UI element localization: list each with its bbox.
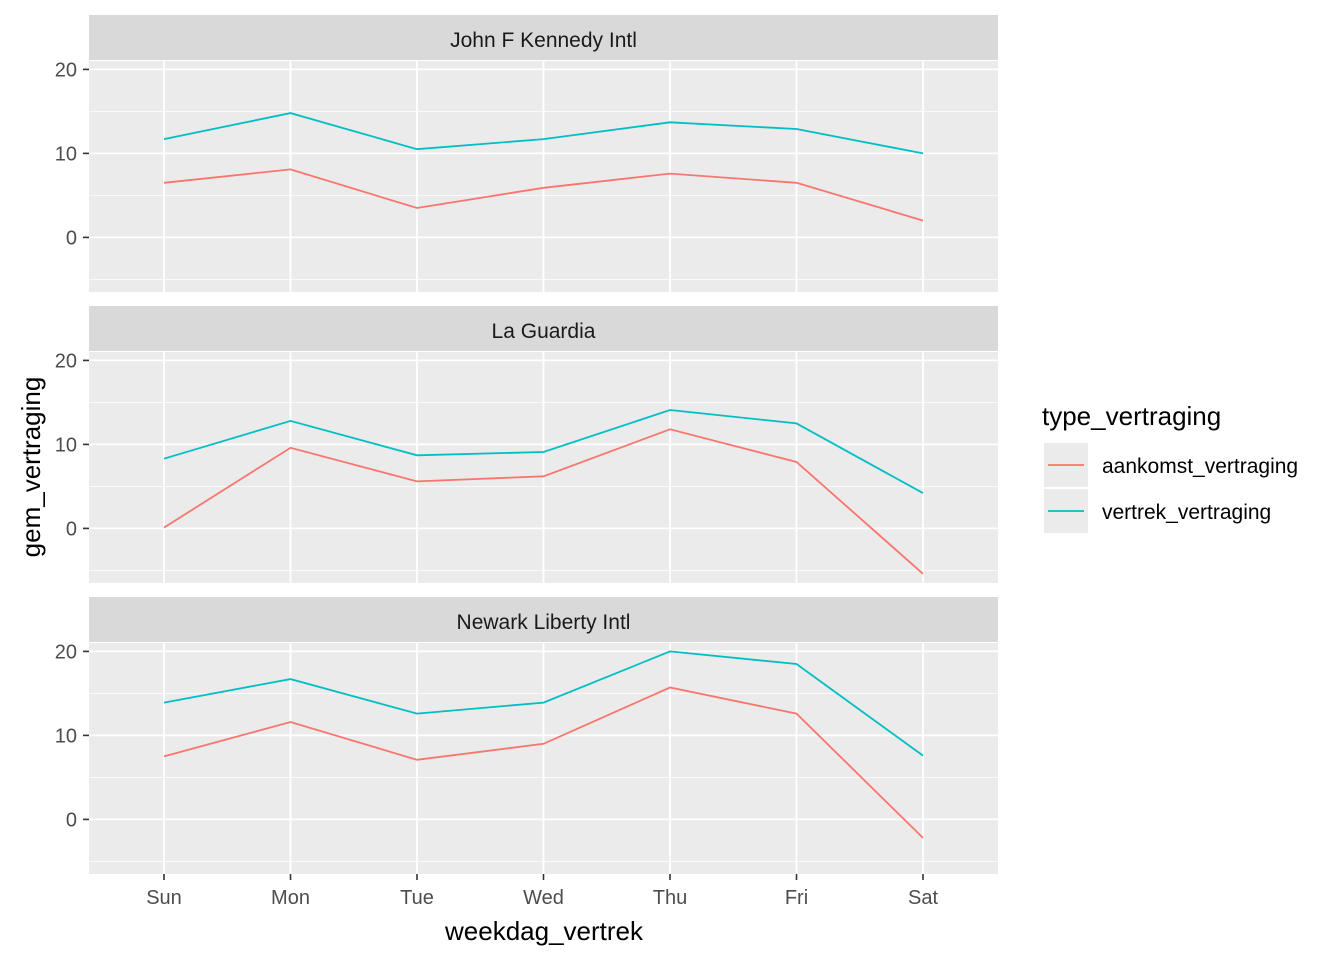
x-tick-label: Wed <box>523 887 564 909</box>
y-tick-label: 20 <box>55 59 77 81</box>
facet-strip <box>89 597 998 642</box>
facet-panel: John F Kennedy Intl 0 10 20 <box>55 15 998 292</box>
series-line-aankomst_vertraging <box>163 168 924 222</box>
facet-strip <box>89 15 998 60</box>
facet-strip <box>89 306 998 351</box>
y-tick-label: 10 <box>55 143 77 165</box>
legend-label-vertrek: vertrek_vertraging <box>1102 501 1271 524</box>
y-tick-label: 10 <box>55 434 77 456</box>
facet-panel: Newark Liberty Intl 0 10 20 <box>55 597 998 874</box>
y-axis-title: gem_vertraging <box>16 377 46 558</box>
y-tick-label: 0 <box>66 227 77 249</box>
x-tick-label: Sun <box>146 887 182 909</box>
legend-title: type_vertraging <box>1042 401 1221 431</box>
facet-strip-label: John F Kennedy Intl <box>450 29 637 52</box>
legend-label-aankomst: aankomst_vertraging <box>1102 455 1298 478</box>
x-tick-label: Tue <box>400 887 434 909</box>
legend: type_vertraging aankomst_vertraging vert… <box>1042 401 1298 533</box>
series-line-vertrek_vertraging <box>163 409 924 494</box>
y-tick-label: 10 <box>55 725 77 747</box>
series-line-aankomst_vertraging <box>163 686 924 839</box>
x-tick-label: Thu <box>653 887 687 909</box>
x-tick-label: Fri <box>785 887 808 909</box>
x-axis: Sun Mon Tue Wed Thu Fri Sat <box>146 874 938 909</box>
x-axis-title: weekdag_vertrek <box>444 916 644 946</box>
series-line-vertrek_vertraging <box>163 650 924 757</box>
y-tick-label: 20 <box>55 350 77 372</box>
y-tick-label: 0 <box>66 809 77 831</box>
facet-panel: La Guardia 0 10 20 <box>55 306 998 583</box>
series-line-aankomst_vertraging <box>163 428 924 575</box>
x-tick-label: Sat <box>908 887 938 909</box>
facet-strip-label: Newark Liberty Intl <box>457 611 631 634</box>
series-line-vertrek_vertraging <box>163 112 924 155</box>
y-tick-label: 0 <box>66 518 77 540</box>
y-tick-label: 20 <box>55 641 77 663</box>
facet-strip-label: La Guardia <box>492 320 596 343</box>
x-tick-label: Mon <box>271 887 310 909</box>
